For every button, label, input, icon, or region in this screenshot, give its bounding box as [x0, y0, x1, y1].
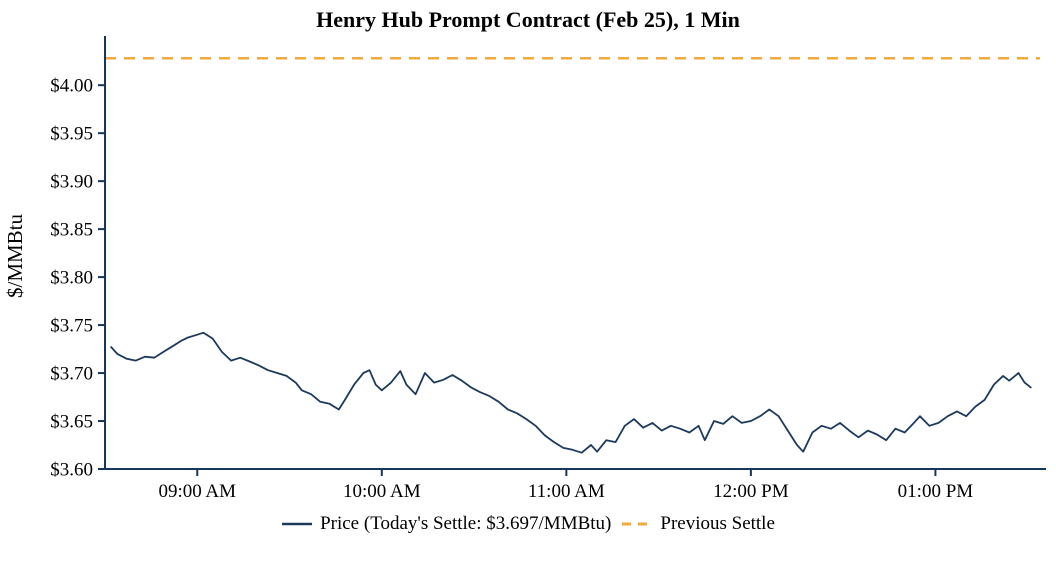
y-tick-label: $3.60: [50, 460, 93, 481]
plot-layers: $3.60 $3.65 $3.70 $3.75 $3.80 $3.85 $3.90 $3.95…: [50, 36, 1046, 502]
x-tick-label: 10:00 AM: [343, 481, 421, 502]
x-tick-label: 09:00 AM: [158, 481, 236, 502]
price-line: [110, 331, 1032, 454]
y-tick-label: $3.90: [50, 172, 93, 193]
legend-previous-settle-label: Previous Settle: [660, 513, 775, 534]
y-tick-label: $3.85: [50, 220, 93, 241]
y-tick-label: $4.00: [50, 76, 93, 97]
y-tick-label: $3.80: [50, 268, 93, 289]
y-tick-label: $3.75: [50, 316, 93, 337]
legend-price-label: Price (Today's Settle: $3.697/MMBtu): [320, 513, 612, 534]
x-tick-label: 01:00 PM: [898, 481, 974, 502]
y-tick-label: $3.65: [50, 412, 93, 433]
price-line-swatch-icon: [282, 522, 313, 526]
x-tick-label: 11:00 AM: [528, 481, 605, 502]
legend-item-price: Price (Today's Settle: $3.697/MMBtu): [281, 513, 611, 535]
y-tick-label: $3.70: [50, 364, 93, 385]
price-chart-svg: $/MMBtu $3.60$3.65$3.70$3.75$3.80$3.85$3…: [3, 36, 1046, 502]
y-tick-label: $3.95: [50, 124, 93, 145]
chart-legend: Price (Today's Settle: $3.697/MMBtu) Pre…: [0, 513, 1056, 535]
previous-settle-dash-swatch-icon: [622, 522, 653, 526]
chart-title: Henry Hub Prompt Contract (Feb 25), 1 Mi…: [316, 7, 740, 32]
y-axis-label: $/MMBtu: [3, 213, 27, 298]
legend-item-previous-settle: Previous Settle: [621, 513, 775, 535]
x-tick-label: 12:00 PM: [713, 481, 789, 502]
